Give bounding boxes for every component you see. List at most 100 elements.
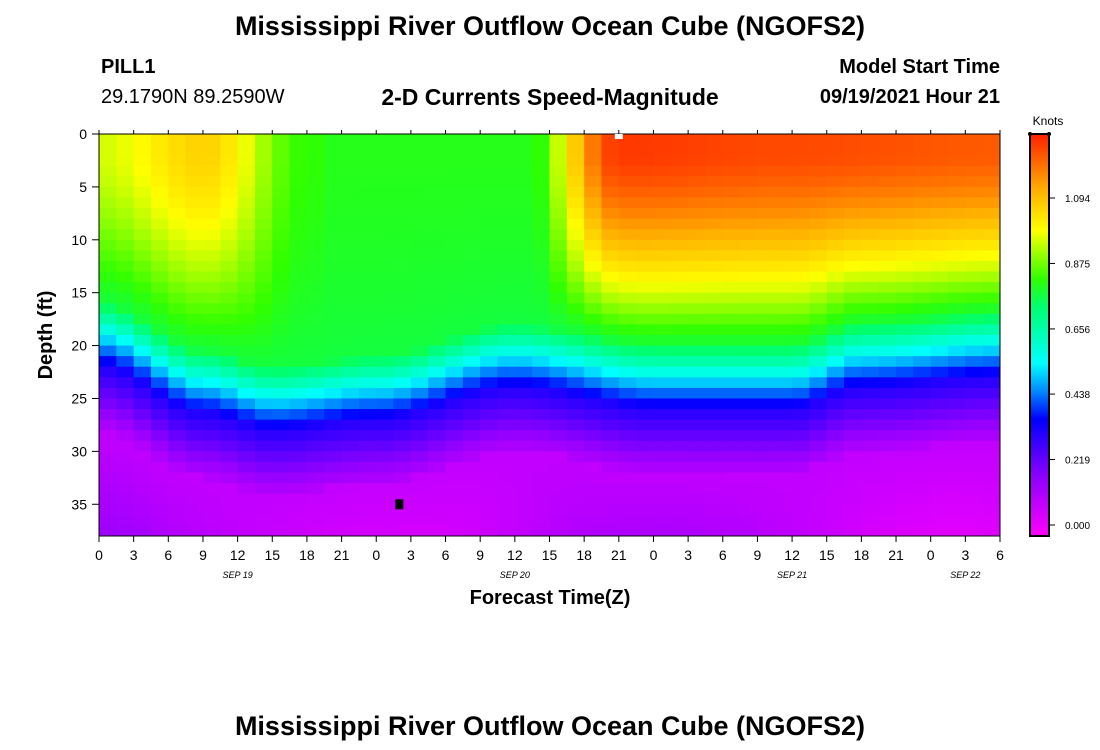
- heatmap-cell: [601, 472, 620, 484]
- heatmap-cell: [462, 335, 481, 347]
- heatmap-cell: [532, 176, 551, 188]
- heatmap-cell: [809, 229, 828, 241]
- heatmap-cell: [168, 483, 187, 495]
- heatmap-cell: [982, 504, 1000, 516]
- heatmap-cell: [133, 144, 152, 156]
- heatmap-cell: [254, 186, 273, 199]
- heatmap-cell: [133, 525, 152, 536]
- heatmap-cell: [341, 303, 360, 315]
- heatmap-cell: [202, 165, 221, 177]
- heatmap-cell: [930, 197, 949, 209]
- heatmap-cell: [202, 430, 221, 442]
- heatmap-cell: [913, 239, 932, 251]
- heatmap-cell: [896, 430, 914, 442]
- heatmap-cell: [636, 197, 655, 209]
- heatmap-cell: [948, 250, 966, 262]
- heatmap-cell: [618, 186, 637, 199]
- heatmap-cell: [618, 356, 637, 368]
- heatmap-cell: [289, 176, 308, 188]
- heatmap-cell: [514, 430, 533, 442]
- heatmap-cell: [428, 472, 447, 484]
- heatmap-cell: [168, 440, 187, 452]
- heatmap-cell: [618, 387, 637, 400]
- heatmap-cell: [722, 409, 741, 421]
- heatmap-cell: [428, 218, 447, 230]
- heatmap-cell: [913, 440, 932, 452]
- heatmap-cell: [150, 208, 169, 220]
- heatmap-cell: [861, 461, 880, 474]
- heatmap-cell: [532, 345, 551, 357]
- heatmap-cell: [809, 345, 828, 357]
- heatmap-cell: [306, 176, 325, 188]
- heatmap-cell: [185, 366, 204, 378]
- heatmap-cell: [826, 134, 845, 146]
- heatmap-cell: [202, 186, 221, 199]
- heatmap-cell: [930, 271, 949, 283]
- heatmap-cell: [705, 472, 724, 484]
- heatmap-cell: [393, 324, 412, 336]
- heatmap-cell: [99, 144, 117, 156]
- heatmap-cell: [705, 282, 724, 294]
- heatmap-cell: [618, 303, 637, 315]
- heatmap-cell: [324, 239, 343, 251]
- heatmap-cell: [948, 324, 966, 336]
- heatmap-cell: [584, 218, 603, 230]
- heatmap-cell: [722, 461, 741, 474]
- heatmap-cell: [254, 250, 273, 262]
- heatmap-cell: [549, 176, 568, 188]
- heatmap-cell: [844, 366, 862, 378]
- heatmap-cell: [514, 229, 533, 241]
- heatmap-cell: [913, 387, 932, 400]
- heatmap-cell: [532, 271, 551, 283]
- heatmap-cell: [393, 292, 412, 304]
- heatmap-cell: [896, 345, 914, 357]
- heatmap-cell: [272, 229, 291, 241]
- heatmap-cell: [150, 387, 169, 400]
- heatmap-cell: [601, 239, 620, 251]
- heatmap-cell: [601, 144, 620, 156]
- heatmap-cell: [965, 430, 984, 442]
- heatmap-cell: [532, 292, 551, 304]
- heatmap-cell: [688, 483, 707, 495]
- heatmap-cell: [393, 197, 412, 209]
- heatmap-cell: [428, 514, 447, 527]
- heatmap-cell: [445, 250, 464, 262]
- heatmap-cell: [878, 525, 897, 536]
- heatmap-cell: [202, 461, 221, 474]
- heatmap-cell: [462, 208, 481, 220]
- heatmap-cell: [254, 208, 273, 220]
- heatmap-cell: [549, 377, 568, 389]
- heatmap-cell: [306, 208, 325, 220]
- heatmap-cell: [705, 409, 724, 421]
- heatmap-cell: [826, 472, 845, 484]
- x-tick-label: 15: [264, 547, 280, 563]
- heatmap-cell: [688, 440, 707, 452]
- heatmap-cell: [705, 176, 724, 188]
- heatmap-cell: [185, 176, 204, 188]
- heatmap-cell: [688, 377, 707, 389]
- heatmap-cell: [514, 345, 533, 357]
- heatmap-cell: [722, 218, 741, 230]
- heatmap-cell: [237, 282, 256, 294]
- heatmap-cell: [826, 197, 845, 209]
- heatmap-cell: [376, 186, 395, 199]
- heatmap-cell: [150, 155, 169, 167]
- heatmap-cell: [514, 409, 533, 421]
- heatmap-cell: [428, 324, 447, 336]
- heatmap-cell: [618, 176, 637, 188]
- heatmap-cell: [965, 282, 984, 294]
- heatmap-cell: [185, 451, 204, 463]
- heatmap-cell: [341, 525, 360, 536]
- heatmap-cell: [601, 483, 620, 495]
- heatmap-cell: [584, 514, 603, 527]
- x-tick-label: 0: [927, 547, 935, 563]
- heatmap-cell: [653, 472, 672, 484]
- heatmap-cell: [462, 398, 481, 410]
- heatmap-cell: [393, 345, 412, 357]
- heatmap-cell: [792, 239, 811, 251]
- heatmap-cell: [913, 260, 932, 273]
- heatmap-cell: [306, 303, 325, 315]
- heatmap-cell: [306, 239, 325, 251]
- heatmap-cell: [480, 155, 499, 167]
- heatmap-cell: [826, 409, 845, 421]
